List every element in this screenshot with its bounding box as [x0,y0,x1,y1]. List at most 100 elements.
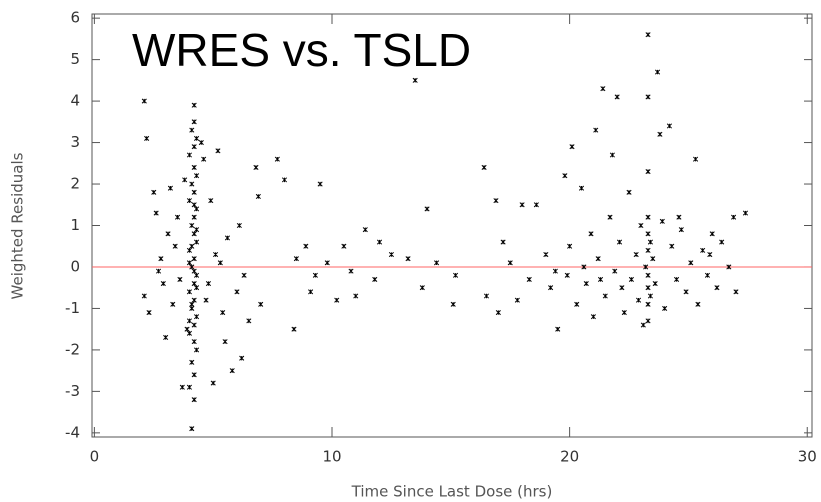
point [652,281,658,287]
point [647,239,653,245]
point [191,144,197,150]
point [189,222,195,229]
point [186,318,192,324]
point [616,239,623,245]
point [733,289,739,295]
point [191,214,197,220]
point [640,322,646,328]
point [191,256,197,262]
point [683,289,689,295]
point [144,135,150,141]
point [194,272,200,278]
point [590,314,596,320]
point [191,297,197,303]
point [291,326,297,332]
x-axis-label: Time Since Last Dose (hrs) [351,483,553,501]
point [155,268,162,274]
point [376,239,383,245]
point [224,235,230,241]
point [645,32,651,38]
point [388,251,394,258]
point [569,144,575,150]
point [163,334,169,341]
point [179,384,185,390]
point [253,164,259,170]
point [676,214,682,220]
point [645,285,651,291]
point [189,243,195,249]
point [434,260,440,266]
point [483,293,490,299]
point [645,169,651,175]
point [709,231,715,237]
point [643,264,649,270]
point [141,98,147,104]
point [182,177,188,183]
point [533,202,539,208]
point [602,293,608,299]
point [146,310,152,316]
point [191,322,197,328]
point [191,281,197,287]
point [236,222,242,229]
point [562,173,568,179]
point [205,281,211,287]
x-tick-label: 20 [560,448,579,466]
point [213,251,219,258]
point [588,231,594,237]
point [619,285,625,291]
point [493,198,499,204]
point [189,305,195,311]
point [453,272,459,278]
point [217,260,223,266]
point [229,368,235,374]
point [372,276,378,282]
point [222,339,228,345]
point [334,297,340,303]
point [293,256,299,262]
point [210,380,216,386]
point [645,231,651,237]
point [141,293,147,299]
point [500,239,506,245]
point [645,318,651,324]
point [614,94,620,100]
point [548,285,554,291]
point [191,397,197,403]
plot-frame [91,13,813,438]
point [194,227,200,233]
x-tick-label: 10 [322,448,341,466]
point [191,119,197,125]
point [203,297,209,303]
point [303,243,309,249]
point [583,281,589,287]
y-axis-label: Weighted Residuals [9,152,27,299]
point [628,276,634,282]
y-tick-label: -1 [65,299,80,317]
point [645,214,651,220]
point [593,127,599,133]
point [174,214,181,220]
point [165,231,171,237]
point [201,156,207,162]
point [405,256,411,262]
point [194,173,200,179]
point [208,198,214,204]
point [700,247,706,253]
x-tick-label: 0 [90,448,100,466]
point [742,210,749,216]
point [564,272,570,278]
point [341,243,347,249]
point [186,330,192,336]
point [693,156,699,162]
point [324,260,330,266]
point [574,301,580,307]
point [659,218,665,224]
point [719,239,725,245]
point [158,256,164,262]
point [600,86,606,92]
point [678,227,684,233]
point [198,140,204,146]
point [669,243,675,249]
